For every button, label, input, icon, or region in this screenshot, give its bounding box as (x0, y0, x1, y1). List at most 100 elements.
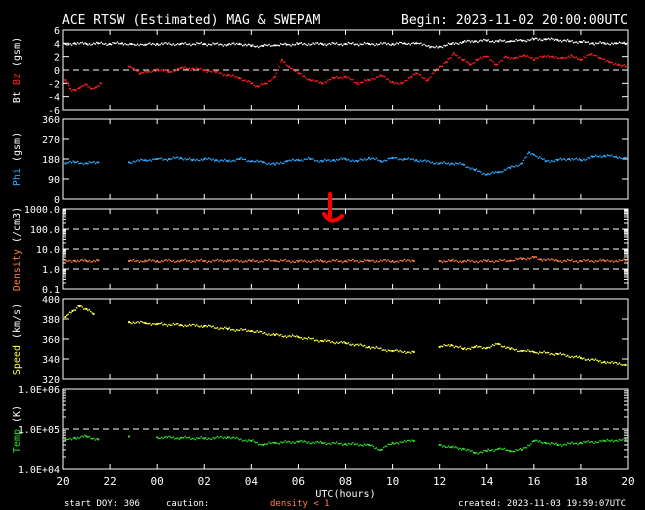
density-trace-dot (390, 261, 392, 263)
bt-trace-dot (510, 40, 513, 42)
density-trace-dot (88, 259, 91, 262)
bz-trace-dot (80, 86, 82, 88)
temp-trace-dot (240, 438, 242, 440)
speed-trace-dot (281, 335, 284, 338)
bz-trace-dot (194, 68, 197, 71)
phi-trace-dot (300, 159, 303, 161)
bz-point (542, 55, 545, 58)
bt-trace-dot (256, 45, 259, 47)
speed-point (85, 307, 88, 311)
speed-trace-dot (540, 351, 542, 354)
density-trace-dot (381, 260, 384, 262)
bt-trace-dot (405, 43, 407, 45)
speed-trace-dot (329, 341, 332, 344)
temp-trace-dot (313, 442, 316, 445)
bz-trace-dot (93, 87, 96, 90)
bt-trace-dot (293, 44, 295, 46)
speed-trace-dot (89, 310, 92, 313)
bt-trace-dot (329, 43, 332, 46)
bz-point (156, 68, 159, 71)
bz-trace-dot (437, 68, 439, 70)
phi-trace-dot (593, 155, 595, 158)
bz-trace-dot (576, 58, 579, 61)
bz-trace-dot (141, 71, 143, 74)
temp-trace-dot (522, 447, 525, 449)
bz-trace-dot (197, 68, 200, 70)
speed-trace-dot (357, 344, 360, 347)
temp-trace-dot (300, 439, 303, 442)
phi-trace-dot (134, 161, 136, 163)
phi-trace-dot (382, 160, 385, 162)
xtick-label: 12 (433, 475, 446, 488)
bz-point (226, 74, 229, 77)
bt-trace-dot (332, 42, 335, 44)
phi-point (309, 157, 312, 161)
density-point (127, 259, 131, 263)
phi-trace-dot (194, 159, 197, 162)
bt-trace-dot (387, 42, 389, 45)
phi-trace-dot (259, 160, 261, 162)
speed-trace-dot (406, 351, 409, 354)
bt-trace-dot (426, 45, 428, 48)
temp-trace-dot (618, 438, 621, 441)
bt-trace-dot (150, 43, 153, 46)
bz-trace-dot (200, 67, 203, 70)
bt-point (262, 44, 265, 48)
phi-trace-dot (141, 159, 144, 161)
bz-trace-dot (232, 74, 235, 77)
temp-trace-dot (231, 436, 234, 439)
bt-trace-dot (176, 42, 179, 45)
temp-trace-dot (491, 448, 494, 451)
bz-trace-dot (512, 57, 515, 60)
bt-trace-dot (224, 43, 226, 46)
speed-trace-dot (360, 344, 363, 346)
bt-trace-dot (583, 39, 585, 42)
phi-trace-dot (613, 155, 616, 158)
bz-trace-dot (190, 69, 192, 71)
temp-trace-dot (456, 447, 459, 449)
bt-point (520, 39, 524, 42)
mag-ylabel: Bt Bz (gsm) (12, 37, 23, 103)
density-trace-dot (397, 261, 400, 263)
density-point (556, 259, 559, 262)
density-trace-dot (225, 260, 228, 263)
density-trace-dot (204, 259, 207, 262)
speed-trace-dot (151, 322, 154, 325)
phi-trace-dot (440, 161, 442, 164)
series-speed (64, 304, 627, 367)
density-trace-dot (318, 260, 320, 262)
bz-trace-dot (279, 61, 282, 63)
bt-trace-dot (365, 42, 367, 45)
bt-trace-dot (377, 43, 379, 46)
phi-trace-dot (197, 159, 200, 162)
phi-trace-dot (578, 158, 581, 160)
density-trace-dot (303, 259, 306, 262)
speed-point (391, 349, 394, 353)
bz-point (297, 72, 300, 75)
bz-trace-dot (142, 72, 145, 74)
temp-trace-dot (468, 449, 470, 451)
bt-trace-dot (456, 42, 459, 45)
density-trace-dot (193, 260, 195, 263)
bz-trace-dot (182, 67, 185, 69)
temp-trace-dot (537, 440, 540, 443)
bt-trace-dot (207, 43, 210, 46)
bt-trace-dot (546, 38, 548, 41)
phi-trace-dot (228, 159, 231, 161)
phi-trace-dot (140, 158, 142, 161)
phi-trace-dot (620, 157, 622, 160)
density-trace-dot (591, 260, 594, 263)
phi-trace-dot (502, 170, 504, 173)
bz-trace-dot (231, 74, 234, 77)
density-trace-dot (513, 259, 516, 262)
speed-trace-dot (284, 335, 286, 337)
bt-trace-dot (81, 41, 83, 44)
density-point (344, 259, 347, 263)
speed-trace-dot (508, 346, 510, 349)
phi-trace-dot (538, 156, 541, 158)
phi-trace-dot (279, 161, 282, 164)
temp-point (250, 439, 253, 443)
bz-trace-dot (163, 69, 166, 71)
bt-point (509, 40, 512, 43)
